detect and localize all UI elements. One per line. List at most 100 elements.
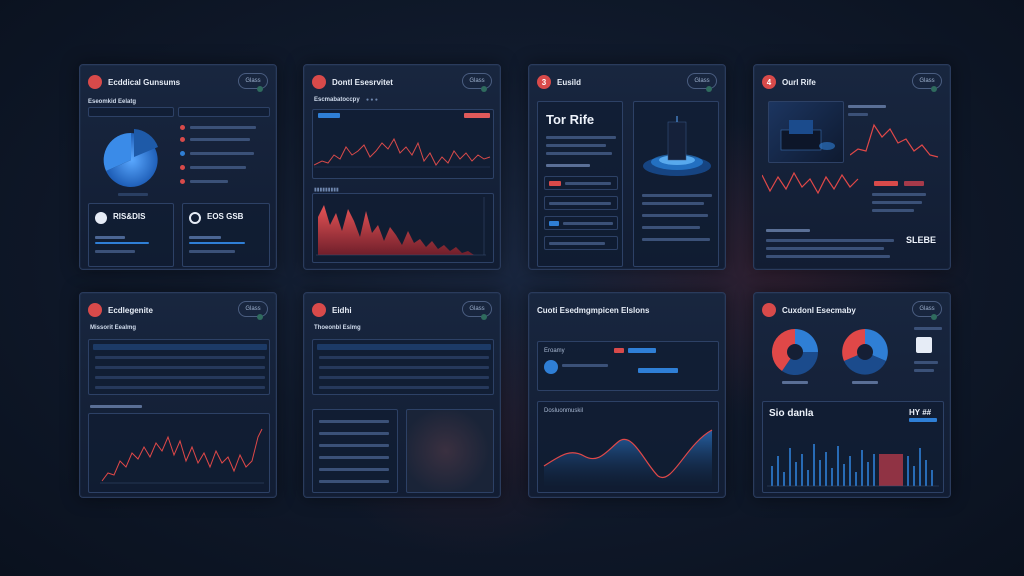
legend-text bbox=[190, 126, 256, 129]
stat-value: HY ## bbox=[909, 408, 932, 417]
line-chart-icon bbox=[100, 428, 264, 484]
table-header bbox=[93, 344, 267, 350]
glass-toggle-button[interactable]: Glass bbox=[462, 301, 492, 320]
legend-text bbox=[190, 138, 250, 141]
filter-box-left[interactable] bbox=[88, 107, 174, 117]
data-table[interactable] bbox=[88, 339, 270, 395]
section-heading: Sio danla bbox=[769, 408, 814, 419]
legend-text bbox=[190, 166, 246, 169]
card-title: Eidhi bbox=[332, 305, 352, 315]
dashboard-card-3[interactable]: 3 Eusild Glass Tor Rife bbox=[528, 64, 726, 270]
alert-chip[interactable] bbox=[464, 113, 490, 118]
stat-card[interactable]: RIS&DIS bbox=[88, 203, 174, 267]
puzzle-icon bbox=[916, 337, 932, 353]
summary-box[interactable]: Eroamy bbox=[537, 341, 719, 391]
dashboard-card-5[interactable]: Ecdlegenite Glass Missorit Eealmg bbox=[79, 292, 277, 498]
line-chart-area[interactable] bbox=[312, 109, 494, 179]
status-chip bbox=[628, 348, 656, 353]
glass-toggle-button[interactable]: Glass bbox=[462, 73, 492, 92]
option-label bbox=[565, 182, 611, 185]
trend-chart-icon bbox=[850, 123, 939, 158]
stat-label bbox=[95, 236, 125, 239]
3d-platform-icon bbox=[643, 116, 711, 176]
legend-text bbox=[190, 180, 228, 183]
line-chart-area[interactable] bbox=[88, 413, 270, 493]
dashboard-card-7[interactable]: Cuoti Esedmgmpicen Elslons Eroamy Dosluo… bbox=[528, 292, 726, 498]
dashboard-card-4[interactable]: 4 Ourl Rife Glass SLEBE bbox=[753, 64, 951, 270]
option-row[interactable] bbox=[544, 216, 618, 230]
brand-logo-icon bbox=[312, 303, 326, 317]
table-row[interactable] bbox=[95, 376, 265, 379]
list-item[interactable] bbox=[319, 480, 389, 483]
glass-toggle-button[interactable]: Glass bbox=[238, 301, 268, 320]
legend-dot bbox=[180, 151, 185, 156]
glass-toggle-button[interactable]: Glass bbox=[238, 73, 268, 92]
card-heading: Tor Rife bbox=[546, 112, 595, 127]
chart-header: ▮▮▮▮▮▮▮▮▮ bbox=[314, 187, 339, 193]
dashboard-card-8[interactable]: Cuxdonl Esecmaby Glass Sio danla HY ## bbox=[753, 292, 951, 498]
summary-label: Eroamy bbox=[544, 348, 565, 354]
table-row[interactable] bbox=[95, 366, 265, 369]
area-chart-box[interactable]: Dosluonmuskil bbox=[537, 401, 719, 493]
chart-caption bbox=[118, 193, 148, 196]
legend-dot bbox=[180, 137, 185, 142]
data-table[interactable] bbox=[312, 339, 494, 395]
status-chip bbox=[549, 181, 561, 186]
legend-dot bbox=[180, 125, 185, 130]
option-row[interactable] bbox=[544, 236, 618, 250]
option-row[interactable] bbox=[544, 196, 618, 210]
dashboard-card-2[interactable]: Dontl Esesrvitet Glass Escmabatoccpy ● ●… bbox=[303, 64, 501, 270]
table-row[interactable] bbox=[319, 356, 489, 359]
avatar bbox=[544, 360, 558, 374]
line-chart-icon bbox=[314, 137, 491, 168]
table-row[interactable] bbox=[95, 356, 265, 359]
legend-dot bbox=[180, 179, 185, 184]
hero-image bbox=[768, 101, 844, 163]
legend-chip[interactable] bbox=[318, 113, 340, 118]
list-item[interactable] bbox=[319, 468, 389, 471]
card-title: Ecddical Gunsums bbox=[108, 77, 181, 87]
card-title: Ecdlegenite bbox=[108, 305, 153, 315]
text-line bbox=[642, 194, 712, 197]
stat-card[interactable]: EOS GSB bbox=[182, 203, 270, 267]
text-line bbox=[546, 144, 606, 147]
option-row[interactable] bbox=[544, 176, 618, 190]
dashboard-card-6[interactable]: Eidhi Glass Thoeonbl Eslmg bbox=[303, 292, 501, 498]
text-line bbox=[642, 202, 704, 205]
text-line bbox=[914, 327, 942, 330]
status-chip bbox=[549, 221, 559, 226]
text-line bbox=[546, 152, 612, 155]
legend-chip[interactable] bbox=[874, 181, 898, 186]
table-row[interactable] bbox=[319, 376, 489, 379]
stat-label bbox=[189, 236, 221, 239]
table-row[interactable] bbox=[319, 386, 489, 389]
device-scene-icon bbox=[780, 120, 835, 151]
heatmap-box[interactable] bbox=[406, 409, 494, 493]
stat-bar bbox=[95, 242, 149, 244]
text-line bbox=[546, 164, 590, 167]
card-subtitle: Escmabatoccpy bbox=[314, 97, 360, 103]
glass-toggle-button[interactable]: Glass bbox=[912, 73, 942, 92]
text-line bbox=[872, 209, 914, 212]
list-item[interactable] bbox=[319, 432, 389, 435]
option-label bbox=[549, 202, 611, 205]
legend-chip[interactable] bbox=[904, 181, 924, 186]
list-box[interactable] bbox=[312, 409, 398, 493]
scatter-box[interactable]: Sio danla HY ## bbox=[762, 401, 944, 493]
status-chip bbox=[614, 348, 624, 353]
table-row[interactable] bbox=[319, 366, 489, 369]
option-label bbox=[563, 222, 613, 225]
list-item[interactable] bbox=[319, 420, 389, 423]
stat-label bbox=[95, 250, 135, 253]
dashboard-card-1[interactable]: Ecddical Gunsums Glass Eseomkid Eelatg R… bbox=[79, 64, 277, 270]
list-item[interactable] bbox=[319, 456, 389, 459]
glass-toggle-button[interactable]: Glass bbox=[912, 301, 942, 320]
glass-toggle-button[interactable]: Glass bbox=[687, 73, 717, 92]
number-badge-icon: 3 bbox=[537, 75, 551, 89]
stat-chip bbox=[909, 418, 937, 422]
filter-box-right[interactable] bbox=[178, 107, 270, 117]
card-subtitle: Missorit Eealmg bbox=[90, 325, 137, 331]
text-line bbox=[766, 255, 890, 258]
table-row[interactable] bbox=[95, 386, 265, 389]
list-item[interactable] bbox=[319, 444, 389, 447]
